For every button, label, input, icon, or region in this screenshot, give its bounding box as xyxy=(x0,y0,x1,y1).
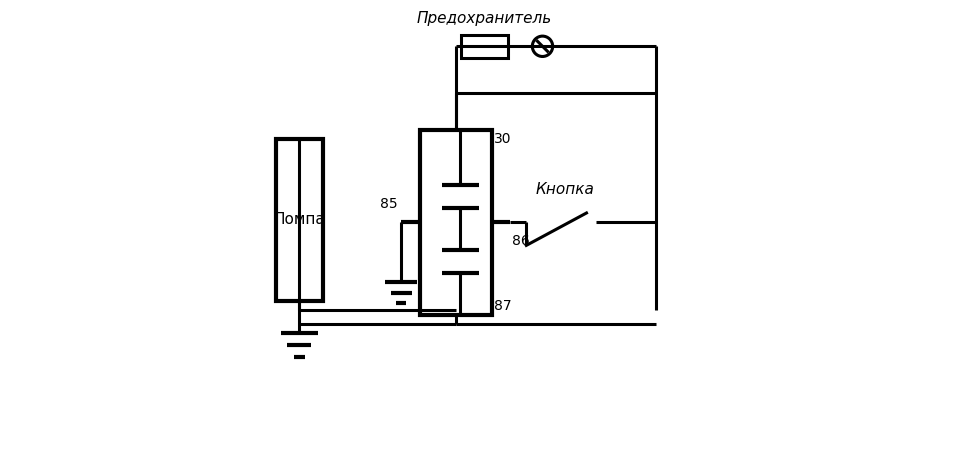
Bar xyxy=(462,35,508,58)
Text: Помпа: Помпа xyxy=(274,213,325,227)
Text: 87: 87 xyxy=(493,299,512,313)
Text: 30: 30 xyxy=(493,132,512,146)
Text: 86: 86 xyxy=(513,234,530,248)
Bar xyxy=(420,130,492,315)
Bar xyxy=(276,139,323,301)
Text: 85: 85 xyxy=(380,197,398,211)
Text: Кнопка: Кнопка xyxy=(536,182,594,197)
Text: Предохранитель: Предохранитель xyxy=(417,11,552,26)
